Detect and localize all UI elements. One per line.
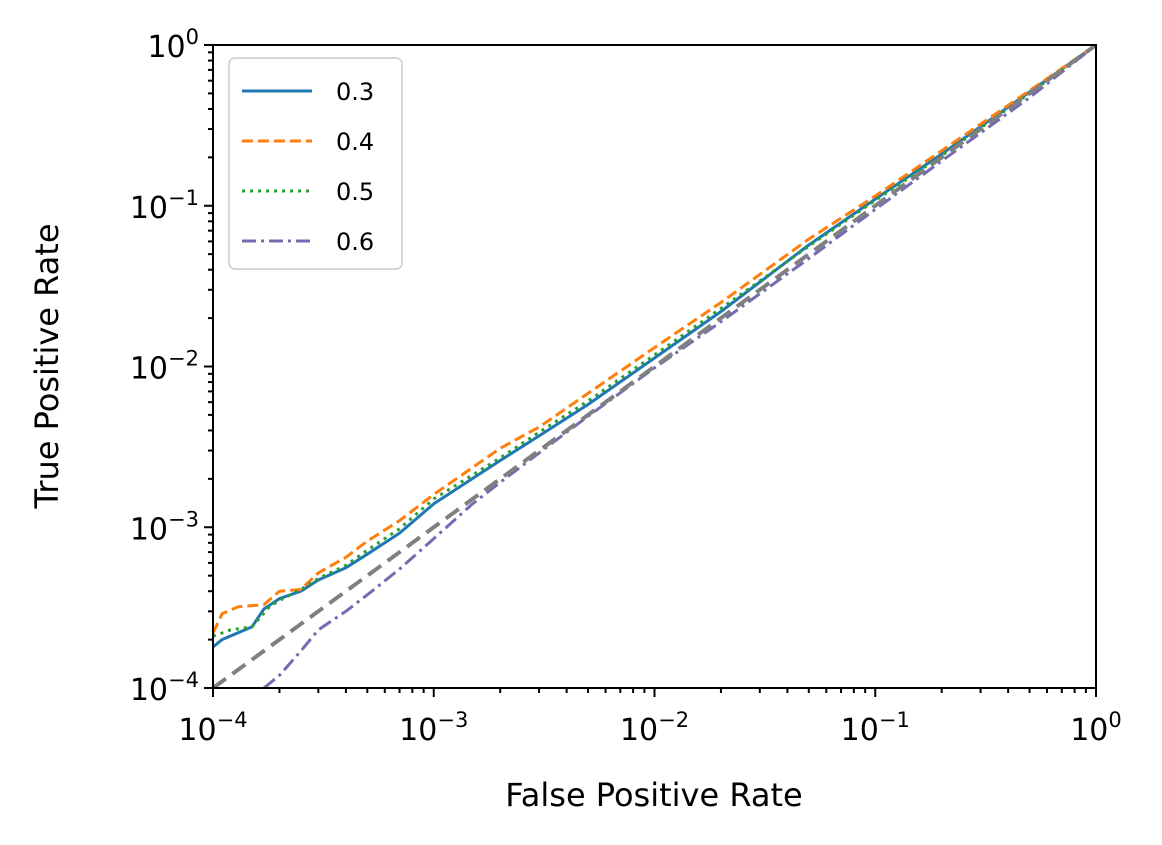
tick-base: 10 — [130, 352, 168, 387]
legend-box — [228, 57, 403, 270]
tick-exponent: 0 — [1108, 708, 1121, 732]
x-axis-label: False Positive Rate — [505, 776, 802, 814]
y-tick-label: 10−3 — [130, 507, 199, 547]
y-tick-label: 10−1 — [130, 186, 199, 226]
tick-exponent: −3 — [437, 708, 468, 732]
series-layer — [213, 45, 1096, 688]
tick-exponent: −1 — [168, 186, 199, 210]
legend-label: 0.4 — [336, 128, 374, 156]
y-tick-label: 100 — [147, 25, 199, 65]
ticks-layer — [204, 44, 1097, 697]
x-tick-label: 10−4 — [178, 708, 247, 748]
x-tick-label: 10−1 — [841, 708, 910, 748]
tick-base: 10 — [399, 713, 437, 748]
legend-label: 0.3 — [336, 78, 374, 106]
tick-exponent: 0 — [186, 25, 199, 49]
series-line-0-3 — [213, 45, 1096, 649]
tick-base: 10 — [130, 673, 168, 708]
tick-exponent: −4 — [217, 708, 248, 732]
chance-diagonal-line — [213, 45, 1096, 688]
legend-label: 0.5 — [336, 178, 374, 206]
series-line-0-5 — [213, 45, 1096, 638]
y-tick-label: 10−4 — [130, 668, 199, 708]
x-tick-label: 100 — [1070, 708, 1122, 748]
tick-base: 10 — [620, 713, 658, 748]
tick-exponent: −4 — [168, 668, 199, 692]
tick-exponent: −2 — [168, 347, 199, 371]
y-axis-label: True Positive Rate — [28, 223, 66, 509]
legend: 0.3 0.4 0.5 0.6 — [228, 57, 403, 270]
tick-exponent: −1 — [879, 708, 910, 732]
tick-base: 10 — [130, 191, 168, 226]
x-tick-label: 10−2 — [620, 708, 689, 748]
series-line-0-4 — [213, 45, 1096, 634]
tick-base: 10 — [1070, 713, 1108, 748]
x-tick-label: 10−3 — [399, 708, 468, 748]
tick-base: 10 — [147, 30, 185, 65]
tick-base: 10 — [841, 713, 879, 748]
tick-exponent: −2 — [658, 708, 689, 732]
tick-base: 10 — [130, 512, 168, 547]
y-tick-label: 10−2 — [130, 347, 199, 387]
tick-base: 10 — [178, 713, 216, 748]
legend-label: 0.6 — [336, 228, 374, 256]
tick-exponent: −3 — [168, 507, 199, 531]
